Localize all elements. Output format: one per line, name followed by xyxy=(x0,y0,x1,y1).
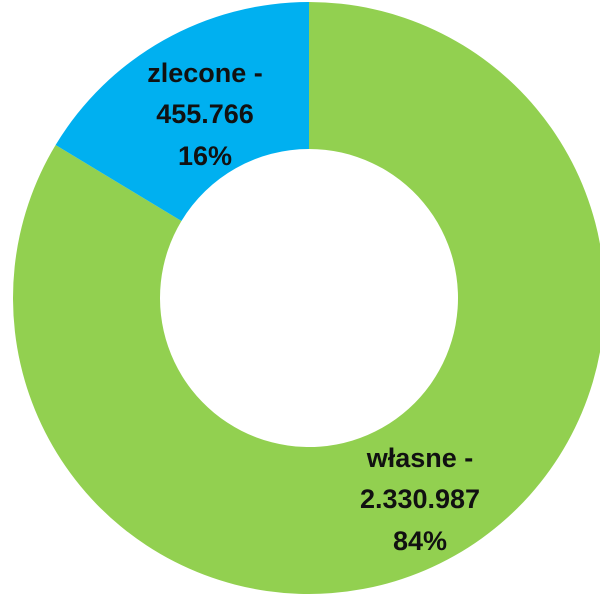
slice-percent: 16% xyxy=(178,141,232,171)
slice-label: własne - xyxy=(366,443,474,473)
slice-value: 2.330.987 xyxy=(360,484,480,514)
slice-label: zlecone - xyxy=(147,58,263,88)
slice xyxy=(13,2,600,594)
slice-value: 455.766 xyxy=(156,99,254,129)
slice xyxy=(55,2,310,221)
slice-percent: 84% xyxy=(393,526,447,556)
